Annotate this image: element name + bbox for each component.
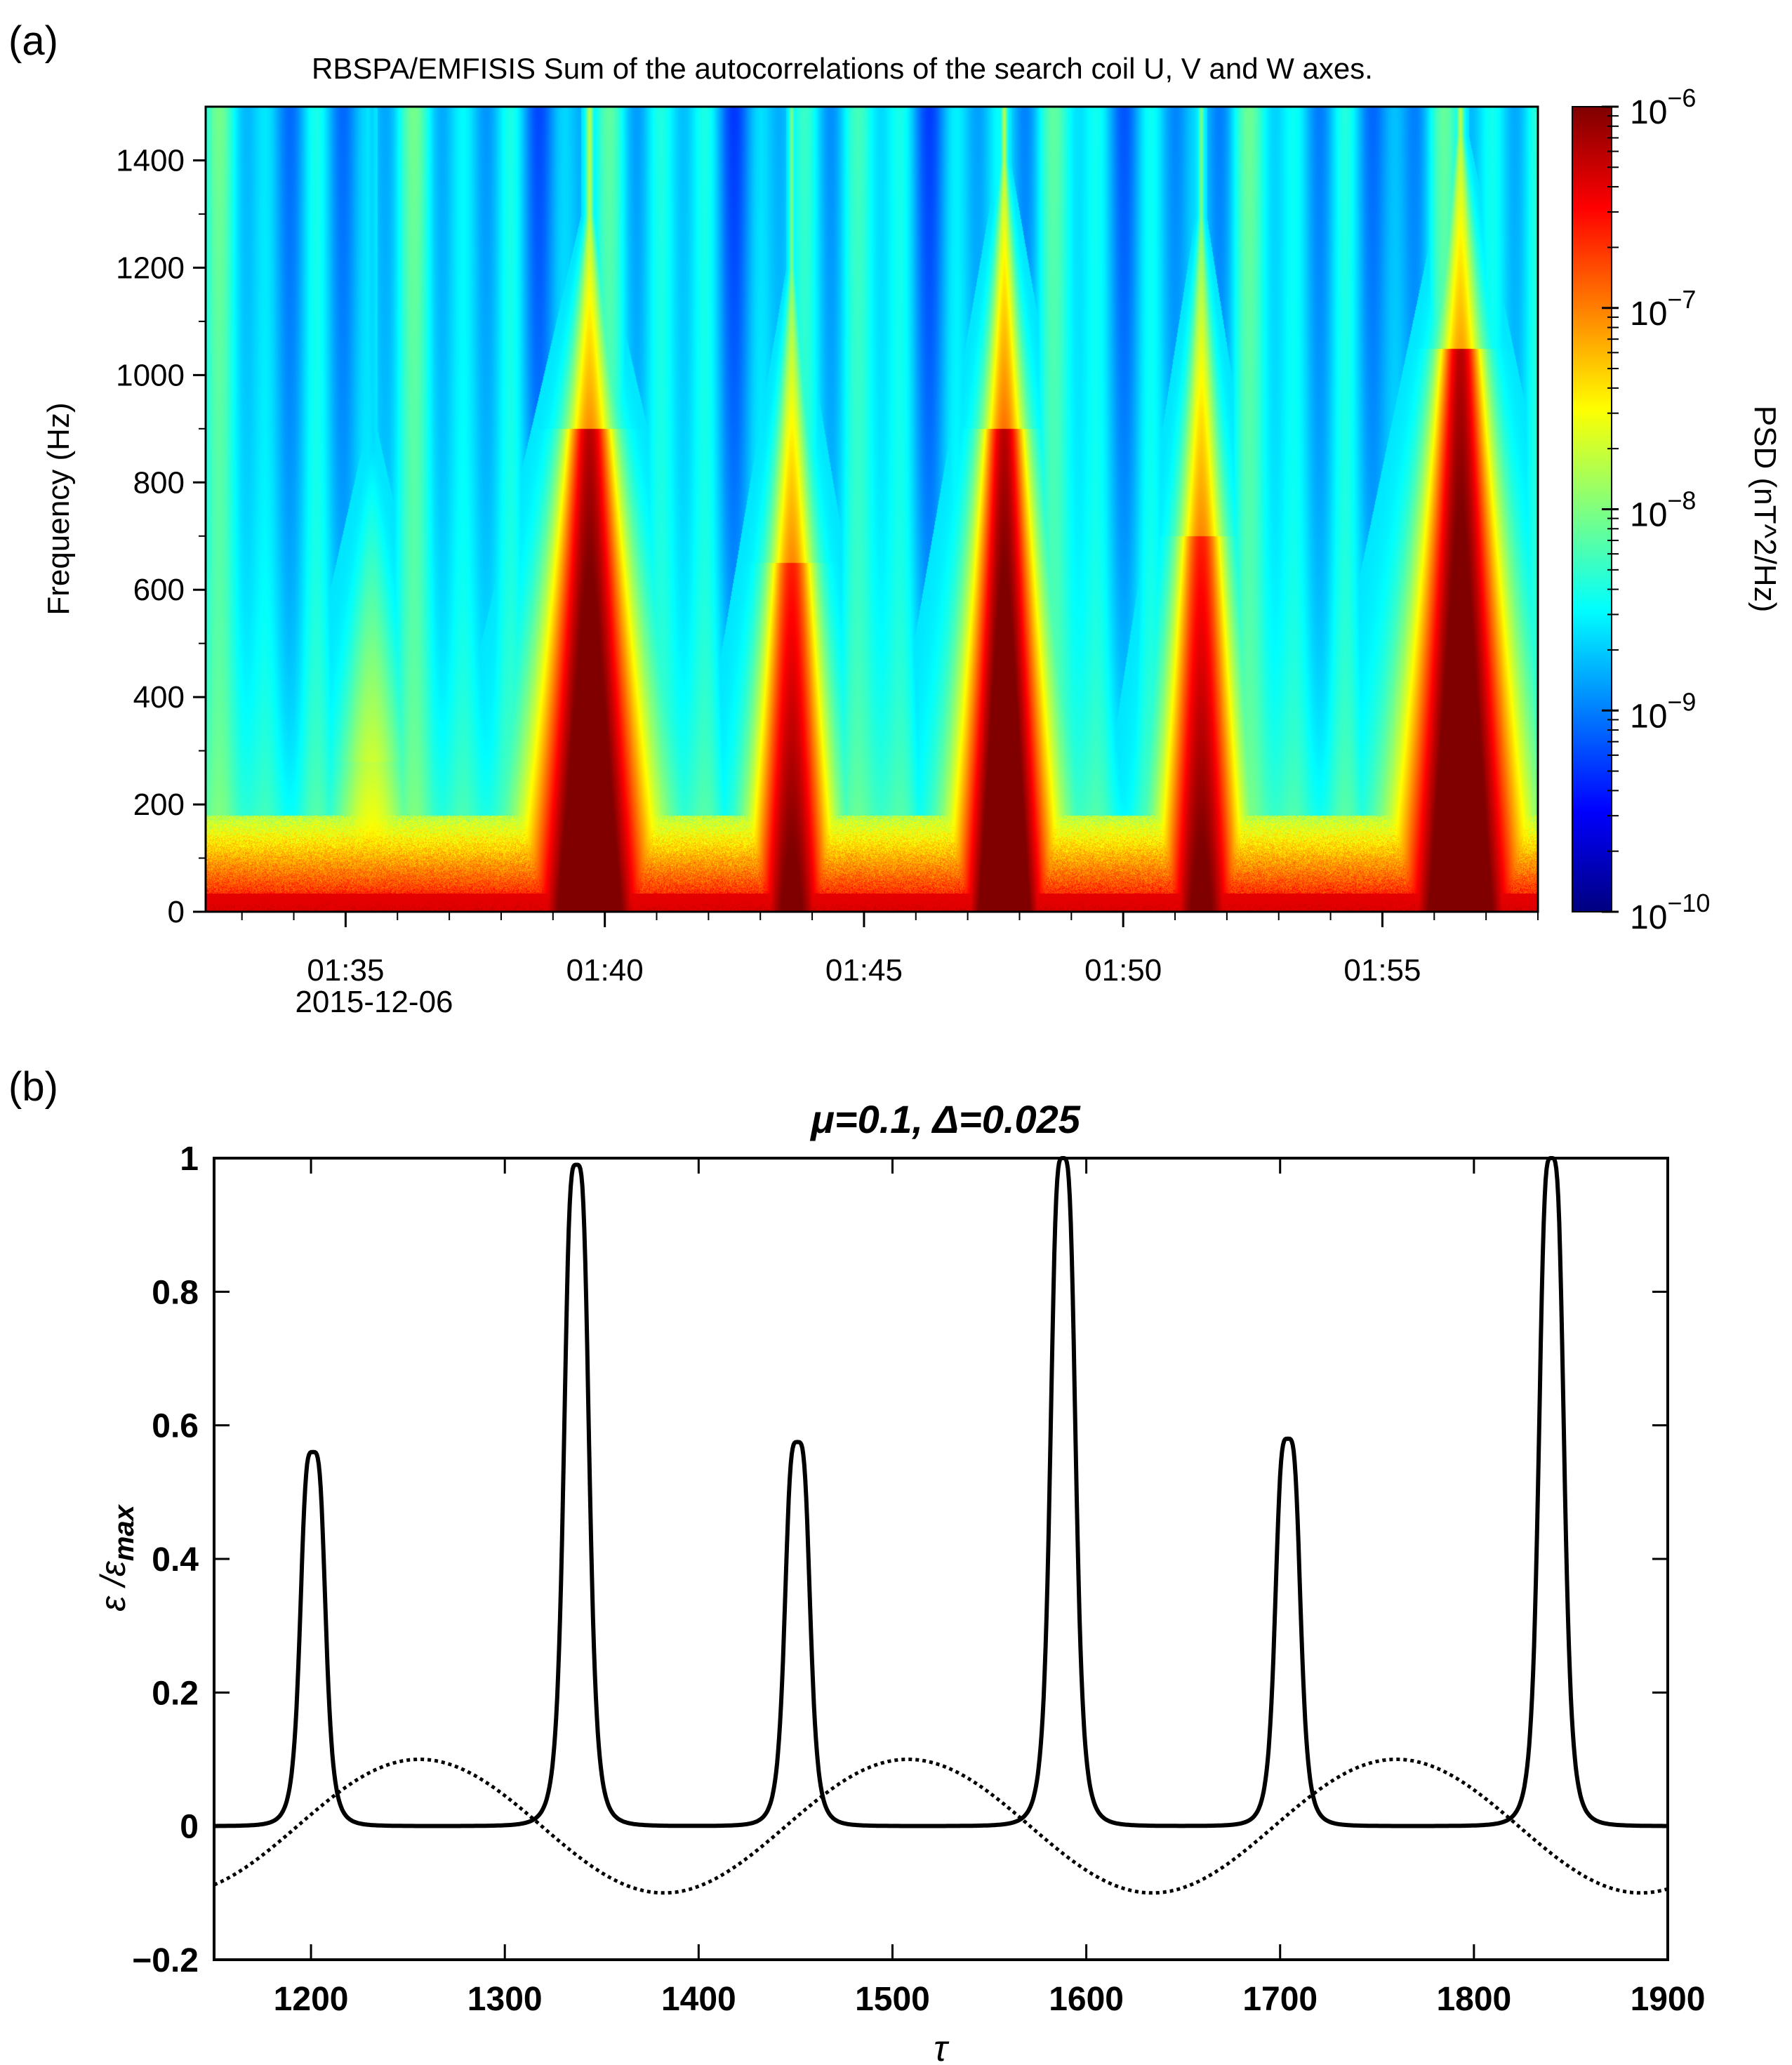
panel-a: (a) RBSPA/EMFISIS Sum of the autocorrela… xyxy=(8,18,1782,1019)
line-chart-ytick-label: 0.8 xyxy=(152,1274,199,1311)
line-chart-ytick-label: 0.2 xyxy=(152,1675,199,1712)
line-chart-xlabel: τ xyxy=(934,2029,950,2065)
line-chart-xtick-label: 1400 xyxy=(661,1981,736,2018)
spectrogram-xtick-label: 01:35 xyxy=(307,953,384,988)
colorbar-label: PSD (nT^2/Hz) xyxy=(1748,406,1782,612)
spectrogram-frame xyxy=(204,105,1539,913)
line-chart-xtick-label: 1600 xyxy=(1049,1981,1124,2018)
epsilon-peak-point xyxy=(1285,1436,1290,1441)
line-chart-ytick-label: 0.4 xyxy=(152,1541,199,1579)
spectrogram-date-label: 2015-12-06 xyxy=(295,985,453,1019)
series-modulation-dotted-line xyxy=(213,1758,1668,1895)
line-chart-xtick-label: 1900 xyxy=(1631,1981,1706,2018)
spectrogram-canvas-holder xyxy=(206,107,1538,912)
panel-b: (b) μ=0.1, Δ=0.025 1200 1300 1400 1500 1600 1… xyxy=(8,1064,1705,2065)
colorbar-axes: 10−10 10−9 10−8 10−7 10−6 xyxy=(1602,84,1710,936)
colorbar-tick-label: 10−6 xyxy=(1630,84,1696,131)
spectrogram-ytick-label: 1000 xyxy=(116,358,185,392)
panel-b-label: (b) xyxy=(8,1064,58,1110)
line-chart-xtick-label: 1500 xyxy=(855,1981,930,2018)
panel-a-label: (a) xyxy=(8,18,58,64)
spectrogram-ytick-label: 400 xyxy=(133,680,185,715)
line-chart-xtick-label: 1800 xyxy=(1436,1981,1511,2018)
line-chart-ytick-label: 1 xyxy=(180,1141,199,1178)
spectrogram-ytick-label: 0 xyxy=(168,895,185,929)
spectrogram-ylabel: Frequency (Hz) xyxy=(41,402,76,615)
series-epsilon-solid-line xyxy=(213,1156,1669,1828)
colorbar-tick-label: 10−7 xyxy=(1630,285,1696,333)
spectrogram-title: RBSPA/EMFISIS Sum of the autocorrelation… xyxy=(312,52,1373,85)
colorbar-tick-label: 10−8 xyxy=(1630,486,1696,534)
colorbar-tick-label: 10−10 xyxy=(1630,889,1710,936)
epsilon-peak-point xyxy=(574,1162,579,1167)
line-chart-ytick-label: 0 xyxy=(180,1809,199,1846)
spectrogram-ytick-label: 200 xyxy=(133,788,185,822)
spectrogram-ytick-label: 1400 xyxy=(116,143,185,178)
spectrogram-ytick-label: 1200 xyxy=(116,251,185,285)
line-chart-ylabel: ε /εmax xyxy=(93,1503,140,1612)
line-chart-frame xyxy=(213,1157,1669,1961)
line-chart-ytick-label: 0.6 xyxy=(152,1408,199,1445)
spectrogram-xtick-label: 01:45 xyxy=(825,953,903,988)
spectrogram-axes: 0 200 400 600 800 1000 1200 1400 01:35 01:40 01:45… xyxy=(116,143,1539,988)
spectrogram-xtick-label: 01:50 xyxy=(1084,953,1162,988)
line-chart-axes: 1200 1300 1400 1500 1600 1700 1800 1900 −0.2 0 0.2… xyxy=(132,1141,1705,2018)
epsilon-peak-point xyxy=(310,1449,315,1454)
line-chart-xtick-label: 1300 xyxy=(467,1981,543,2018)
ylabel-main: ε /ε xyxy=(93,1560,133,1612)
spectrogram-ytick-label: 600 xyxy=(133,573,185,607)
colorbar-tick-label: 10−9 xyxy=(1630,687,1696,735)
spectrogram-ytick-label: 800 xyxy=(133,465,185,500)
ylabel-sub: max xyxy=(109,1503,140,1561)
spectrogram-image xyxy=(206,107,1538,912)
epsilon-peak-point xyxy=(795,1440,800,1445)
spectrogram-xtick-label: 01:40 xyxy=(566,953,644,988)
line-chart-title: μ=0.1, Δ=0.025 xyxy=(809,1097,1081,1141)
spectrogram-xtick-label: 01:55 xyxy=(1343,953,1421,988)
line-chart-ytick-label: −0.2 xyxy=(132,1942,199,1979)
line-chart-xtick-label: 1200 xyxy=(274,1981,349,2018)
line-chart-xtick-label: 1700 xyxy=(1242,1981,1318,2018)
